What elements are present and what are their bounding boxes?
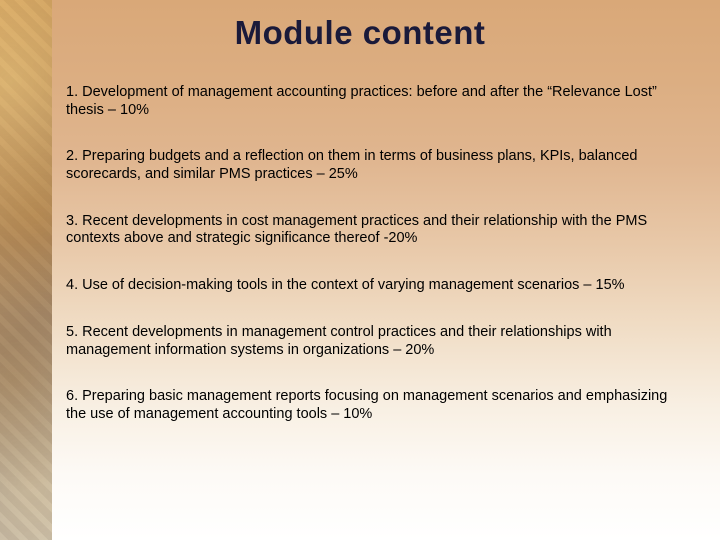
list-item: 4. Use of decision-making tools in the c…	[66, 277, 678, 295]
slide-title: Module content	[0, 14, 720, 52]
slide: Module content 1. Development of managem…	[0, 0, 720, 540]
list-item: 2. Preparing budgets and a reflection on…	[66, 148, 678, 183]
list-item: 1. Development of management accounting …	[66, 84, 678, 119]
list-item: 5. Recent developments in management con…	[66, 324, 678, 359]
decorative-left-strip	[0, 0, 52, 540]
list-item: 3. Recent developments in cost managemen…	[66, 213, 678, 248]
list-item: 6. Preparing basic management reports fo…	[66, 388, 678, 423]
slide-body: 1. Development of management accounting …	[66, 84, 678, 424]
